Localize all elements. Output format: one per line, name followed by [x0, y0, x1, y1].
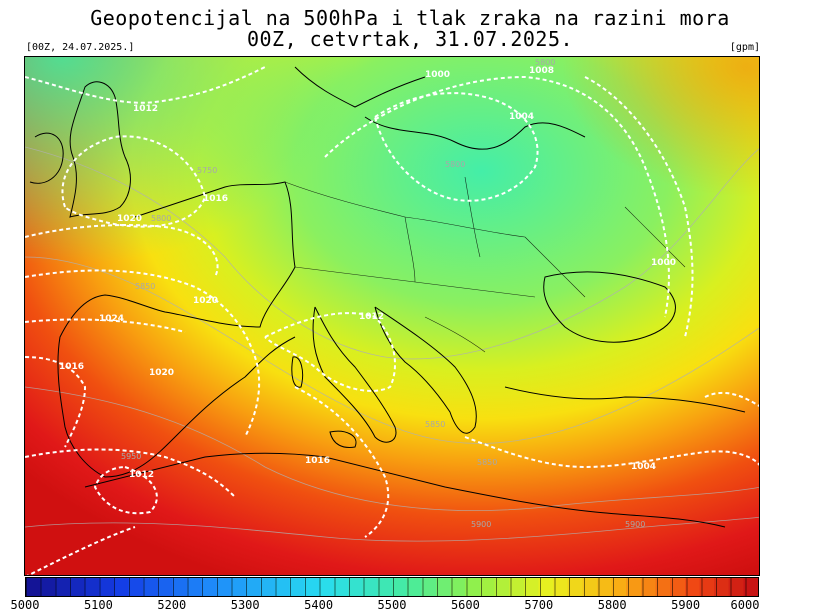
colorbar-tick: 5600 — [450, 598, 480, 612]
isobar-label: 1012 — [133, 104, 158, 114]
colorbar — [25, 577, 759, 597]
colorbar-tick: 5000 — [10, 598, 40, 612]
isobar-label: 1020 — [193, 296, 218, 306]
isobar-label: 1000 — [425, 70, 450, 80]
geopotential-label: 5850 — [477, 458, 497, 467]
isobar-label: 1004 — [631, 462, 656, 472]
isobars — [25, 66, 759, 575]
weather-map: 1012 1016 1020 1020 1024 1016 1020 1012 … — [24, 56, 760, 576]
geopotential-label: 5900 — [625, 520, 645, 529]
unit-label: [gpm] — [729, 42, 760, 53]
isobar-label: 1000 — [651, 258, 676, 268]
colorbar-tick: 5100 — [83, 598, 113, 612]
map-title-line1: Geopotencijal na 500hPa i tlak zraka na … — [90, 6, 730, 30]
isobar-label: 1012 — [359, 312, 384, 322]
geopotential-label: 5800 — [535, 58, 555, 67]
model-run-label: [00Z, 24.07.2025.] — [26, 42, 135, 53]
colorbar-tick: 5900 — [671, 598, 701, 612]
geopotential-label: 5950 — [121, 452, 141, 461]
isobar-label: 1016 — [59, 362, 84, 372]
isobar-label: 1024 — [99, 314, 124, 324]
colorbar-tick: 5500 — [377, 598, 407, 612]
geopotential-label: 5800 — [151, 214, 171, 223]
geopotential-label: 5800 — [445, 160, 465, 169]
colorbar-tick: 5400 — [304, 598, 334, 612]
colorbar-tick: 5300 — [230, 598, 260, 612]
coastlines — [29, 66, 746, 528]
colorbar-tick: 5200 — [157, 598, 187, 612]
isobar-label: 1016 — [203, 194, 228, 204]
geopotential-label: 5850 — [425, 420, 445, 429]
geopotential-contours — [25, 146, 759, 542]
colorbar-tick: 6000 — [730, 598, 760, 612]
geopotential-label: 5850 — [135, 282, 155, 291]
isobar-label: 1004 — [509, 112, 534, 122]
isobar-label: 1008 — [529, 66, 554, 76]
colorbar-separators — [26, 578, 758, 596]
isobar-label: 1016 — [305, 456, 330, 466]
country-borders — [284, 176, 686, 353]
colorbar-tick: 5700 — [524, 598, 554, 612]
geopotential-label: 5900 — [471, 520, 491, 529]
map-title-line2: 00Z, cetvrtak, 31.07.2025. — [246, 27, 574, 51]
geopotential-field-ne — [25, 57, 759, 575]
isobar-label: 1020 — [149, 368, 174, 378]
geopotential-label: 5750 — [197, 166, 217, 175]
isobar-labels: 1012 1016 1020 1020 1024 1016 1020 1012 … — [59, 66, 676, 480]
isobar-label: 1020 — [117, 214, 142, 224]
colorbar-tick: 5800 — [597, 598, 627, 612]
isobar-label: 1012 — [129, 470, 154, 480]
geopotential-labels: 5750 5800 5850 5800 5850 5950 5900 5850 … — [121, 58, 645, 529]
map-canvas: 1012 1016 1020 1020 1024 1016 1020 1012 … — [25, 57, 759, 575]
